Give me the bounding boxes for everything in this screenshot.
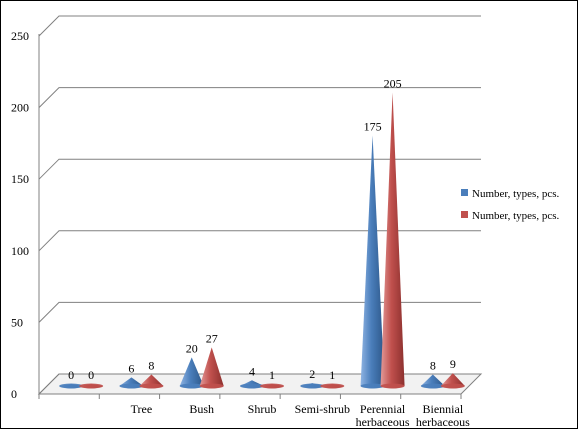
cone bbox=[380, 92, 405, 389]
x-axis: Tree Bush Shrub Semi-shrub Perennialherbaceo… bbox=[38, 394, 470, 429]
data-label: 1 bbox=[329, 368, 335, 382]
cone-base bbox=[119, 383, 144, 389]
cone-base bbox=[59, 383, 84, 389]
y-tick-label: 100 bbox=[11, 244, 29, 258]
cone-base bbox=[199, 383, 224, 389]
cone bbox=[59, 383, 84, 389]
cone bbox=[79, 383, 104, 389]
cone-base bbox=[440, 383, 465, 389]
cone-base bbox=[420, 383, 445, 389]
cone-base bbox=[380, 383, 405, 389]
cone-base bbox=[260, 383, 284, 389]
cone-base bbox=[240, 383, 264, 389]
legend: Number, types, pcs. Number, types, pcs. bbox=[461, 188, 559, 222]
cone bbox=[260, 383, 284, 389]
data-label: 20 bbox=[186, 341, 198, 355]
cone-base bbox=[79, 383, 104, 389]
cone-base bbox=[139, 383, 164, 389]
cone-series bbox=[59, 92, 465, 389]
y-tick-label: 0 bbox=[11, 387, 17, 401]
data-label: 175 bbox=[364, 119, 382, 133]
data-label: 6 bbox=[128, 361, 134, 375]
data-labels: 0 6 20 4 2 175 8 0 8 27 1 1 205 9 bbox=[68, 76, 456, 382]
data-label: 4 bbox=[249, 364, 255, 378]
gridline bbox=[38, 15, 481, 37]
cone-body bbox=[380, 92, 405, 389]
gridline bbox=[38, 373, 481, 395]
y-tick-label: 250 bbox=[11, 29, 29, 43]
legend-swatch bbox=[461, 211, 468, 218]
data-label: 0 bbox=[68, 368, 74, 382]
cone bbox=[199, 347, 224, 389]
y-tick-label: 200 bbox=[11, 101, 29, 115]
gridline bbox=[38, 158, 481, 180]
category-label: Tree bbox=[131, 402, 153, 416]
category-label: Shrub bbox=[248, 402, 277, 416]
cone bbox=[179, 357, 204, 389]
legend-label: Number, types, pcs. bbox=[472, 188, 559, 200]
cone-body bbox=[360, 135, 385, 389]
cone bbox=[440, 373, 465, 389]
data-label: 205 bbox=[384, 76, 402, 90]
gridline bbox=[38, 230, 481, 252]
cone bbox=[139, 374, 164, 389]
category-label: Perennial bbox=[360, 402, 406, 416]
data-label: 0 bbox=[88, 368, 94, 382]
legend-swatch bbox=[461, 189, 468, 196]
y-axis: 0 50 100 150 200 250 bbox=[11, 29, 29, 401]
legend-label: Number, types, pcs. bbox=[472, 210, 559, 222]
gridline bbox=[38, 301, 481, 323]
cone bbox=[119, 377, 144, 389]
gridline bbox=[38, 87, 481, 108]
cone bbox=[360, 135, 385, 389]
data-label: 8 bbox=[430, 359, 436, 373]
category-label: Biennial bbox=[423, 402, 464, 416]
y-tick-label: 50 bbox=[11, 315, 23, 329]
cone-base bbox=[320, 383, 345, 389]
data-label: 2 bbox=[309, 367, 315, 381]
plot-area bbox=[37, 15, 483, 395]
data-label: 27 bbox=[206, 331, 218, 345]
cone bbox=[420, 374, 445, 389]
category-label: herbaceous bbox=[356, 415, 410, 429]
cone bbox=[320, 383, 345, 389]
cone-body bbox=[179, 357, 204, 389]
cone-base bbox=[179, 383, 204, 389]
category-label: Bush bbox=[189, 402, 214, 416]
y-tick-label: 150 bbox=[11, 172, 29, 186]
cone bbox=[240, 380, 264, 389]
cone-body bbox=[199, 347, 224, 389]
data-label: 9 bbox=[450, 357, 456, 371]
floor bbox=[37, 373, 483, 395]
category-label: herbaceous bbox=[416, 415, 470, 429]
data-label: 8 bbox=[148, 359, 154, 373]
cone-base bbox=[300, 383, 325, 389]
category-label: Semi-shrub bbox=[295, 402, 350, 416]
cone bbox=[300, 383, 325, 389]
data-label: 1 bbox=[269, 368, 275, 382]
cone-base bbox=[360, 383, 385, 389]
